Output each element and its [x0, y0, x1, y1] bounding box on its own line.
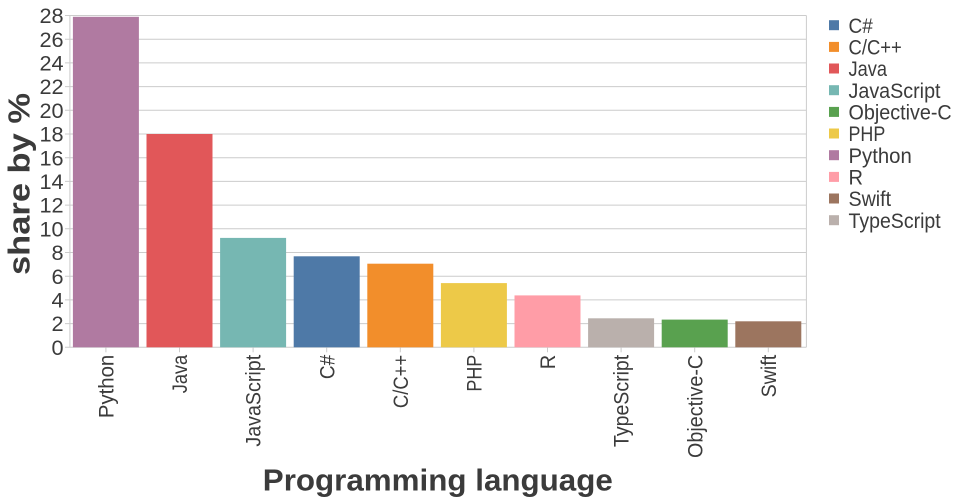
- svg-text:TypeScript: TypeScript: [609, 355, 634, 447]
- svg-text:R: R: [849, 164, 864, 189]
- svg-text:18: 18: [39, 122, 63, 147]
- svg-text:Programming language: Programming language: [263, 464, 613, 498]
- svg-text:20: 20: [39, 98, 63, 123]
- svg-text:2: 2: [52, 311, 64, 336]
- svg-text:Python: Python: [849, 143, 912, 168]
- svg-text:28: 28: [39, 3, 63, 28]
- svg-text:Python: Python: [93, 355, 118, 418]
- svg-text:JavaScript: JavaScript: [241, 355, 266, 447]
- svg-text:share by %: share by %: [3, 93, 37, 275]
- svg-text:0: 0: [52, 335, 64, 360]
- svg-text:10: 10: [39, 216, 63, 241]
- svg-text:C/C++: C/C++: [388, 355, 413, 408]
- svg-text:26: 26: [39, 27, 63, 52]
- svg-text:24: 24: [39, 50, 63, 75]
- svg-text:8: 8: [52, 240, 64, 265]
- svg-text:Swift: Swift: [756, 355, 781, 398]
- svg-text:JavaScript: JavaScript: [849, 78, 941, 103]
- svg-text:PHP: PHP: [461, 355, 486, 392]
- svg-text:PHP: PHP: [849, 121, 886, 146]
- svg-text:Objective-C: Objective-C: [682, 355, 707, 458]
- svg-text:C#: C#: [849, 13, 873, 38]
- svg-text:12: 12: [39, 193, 63, 218]
- svg-text:C#: C#: [314, 355, 339, 379]
- svg-text:Java: Java: [849, 56, 888, 81]
- svg-text:C/C++: C/C++: [849, 34, 902, 59]
- svg-text:Swift: Swift: [849, 186, 892, 211]
- svg-text:14: 14: [39, 169, 63, 194]
- svg-text:4: 4: [52, 287, 64, 312]
- svg-text:TypeScript: TypeScript: [849, 208, 941, 233]
- svg-text:Java: Java: [167, 354, 192, 393]
- svg-text:Objective-C: Objective-C: [849, 99, 952, 124]
- svg-text:R: R: [535, 355, 560, 370]
- svg-text:22: 22: [39, 74, 63, 99]
- svg-text:16: 16: [39, 145, 63, 170]
- svg-text:6: 6: [52, 264, 64, 289]
